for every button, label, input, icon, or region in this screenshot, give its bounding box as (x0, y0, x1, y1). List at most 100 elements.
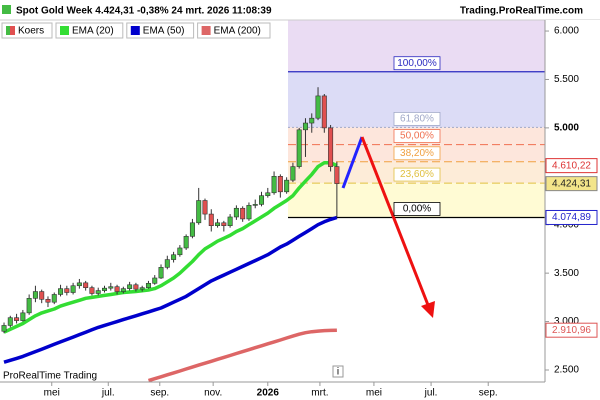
candle-body (334, 166, 340, 184)
y-tick-label: 5.000 (554, 123, 579, 134)
fib-label: 100,00% (397, 58, 437, 69)
legend-swatch (130, 26, 140, 35)
candle-body (51, 294, 57, 303)
watermark: ProRealTime Trading (3, 371, 97, 382)
arrow-head (421, 301, 435, 318)
candle-body (246, 205, 252, 220)
x-tick-label: 2026 (257, 388, 280, 399)
source: Trading.ProRealTime.com (460, 6, 583, 17)
candle-body (64, 288, 70, 293)
legend-swatch (201, 26, 211, 35)
candle-body (133, 284, 139, 290)
candle-body (315, 95, 321, 119)
fib-label: 61,80% (400, 114, 434, 125)
candle-body (1, 325, 7, 332)
candle-body (202, 200, 208, 215)
candle-body (240, 207, 246, 220)
y-tick-label: 6.000 (554, 26, 579, 37)
axes: 2.5003.0003.5004.0005.0005.5006.000meiju… (44, 26, 598, 399)
value-tag: 4.610,22 (552, 160, 591, 171)
candle-body (290, 166, 296, 181)
legend-label: Koers (18, 26, 44, 37)
fib-label-box (393, 56, 441, 71)
candle-body (152, 277, 158, 284)
candle-body (164, 259, 170, 268)
candle-body (171, 254, 177, 260)
candle-body (233, 207, 239, 218)
info-icon[interactable]: i (337, 367, 339, 378)
candle-body (83, 282, 89, 288)
fib-label-box (393, 146, 441, 161)
candle-body (70, 285, 76, 293)
candle-body (328, 127, 334, 167)
legend-box (197, 22, 271, 39)
candle-body (221, 222, 227, 226)
x-tick-label: mrt. (311, 388, 328, 399)
value-tag: 4.074,89 (552, 212, 591, 223)
candle-body (45, 298, 51, 303)
projection-down (360, 136, 430, 306)
value-tag-box (545, 209, 598, 225)
candle-body (158, 267, 164, 279)
candle-body (177, 247, 183, 256)
candle-body (284, 179, 290, 193)
candle-body (265, 192, 271, 196)
value-tag-box (545, 176, 598, 192)
fib-label-box (393, 129, 441, 143)
fib-label-box (393, 167, 441, 182)
fib-label: 0,00% (403, 204, 431, 215)
value-tag-box (545, 322, 598, 338)
candle-body (108, 286, 114, 289)
fibonacci-labels: 100,00% 61,80% 50,00% 38,20% 23,60% 0,00% (393, 56, 441, 216)
y-tick-label: 3.500 (554, 268, 579, 279)
candle-body (7, 317, 13, 326)
fib-label: 50,00% (400, 131, 434, 142)
candle-body (277, 176, 283, 193)
header-icon (2, 5, 11, 14)
candle-body (189, 222, 195, 237)
x-tick-label: sep. (150, 388, 169, 399)
legend-box (126, 22, 195, 39)
candle-body (321, 95, 327, 129)
candle-body (196, 200, 202, 224)
x-tick-label: jul. (424, 388, 438, 399)
fib-label-box (393, 202, 441, 216)
ema-line (3, 215, 338, 364)
y-tick-label: 3.000 (554, 316, 579, 327)
x-tick-label: mei (366, 388, 382, 399)
y-tick-label: 5.500 (554, 74, 579, 85)
candle-body (145, 283, 151, 288)
candle-body (39, 291, 45, 300)
chart-title: Spot Gold Week 4.424,31 -0,38% 24 mrt. 2… (16, 6, 272, 17)
legend-swatch (60, 26, 69, 35)
candle-body (102, 287, 108, 291)
candle-body (95, 290, 101, 294)
candle-body (183, 236, 189, 249)
candle-body (302, 122, 308, 131)
candle-body (58, 288, 64, 295)
x-tick-label: sep. (479, 388, 498, 399)
candle-body (296, 129, 302, 167)
legend-label: EMA (50) (143, 26, 185, 37)
fib-label-box (393, 111, 441, 126)
fib-label: 23,60% (400, 169, 434, 180)
candle-body (139, 287, 145, 290)
candle-body (309, 117, 315, 124)
projection-up (341, 136, 364, 189)
legend-label: EMA (200) (214, 26, 261, 37)
candle-body (89, 287, 95, 294)
x-tick-label: mei (44, 388, 60, 399)
x-tick-label: jul. (101, 388, 115, 399)
candle-body (127, 284, 133, 289)
projection (341, 136, 435, 318)
legend-swatch (6, 26, 10, 35)
candle-body (26, 298, 32, 314)
legend-box (55, 22, 124, 39)
indicators (3, 160, 338, 382)
info-button[interactable] (332, 365, 344, 378)
legend-swatch (10, 26, 15, 35)
y-tick-label: 2.500 (554, 365, 579, 376)
fib-label: 38,20% (400, 148, 434, 159)
value-tag: 4.424,31 (552, 178, 591, 189)
candle-body (227, 216, 233, 226)
